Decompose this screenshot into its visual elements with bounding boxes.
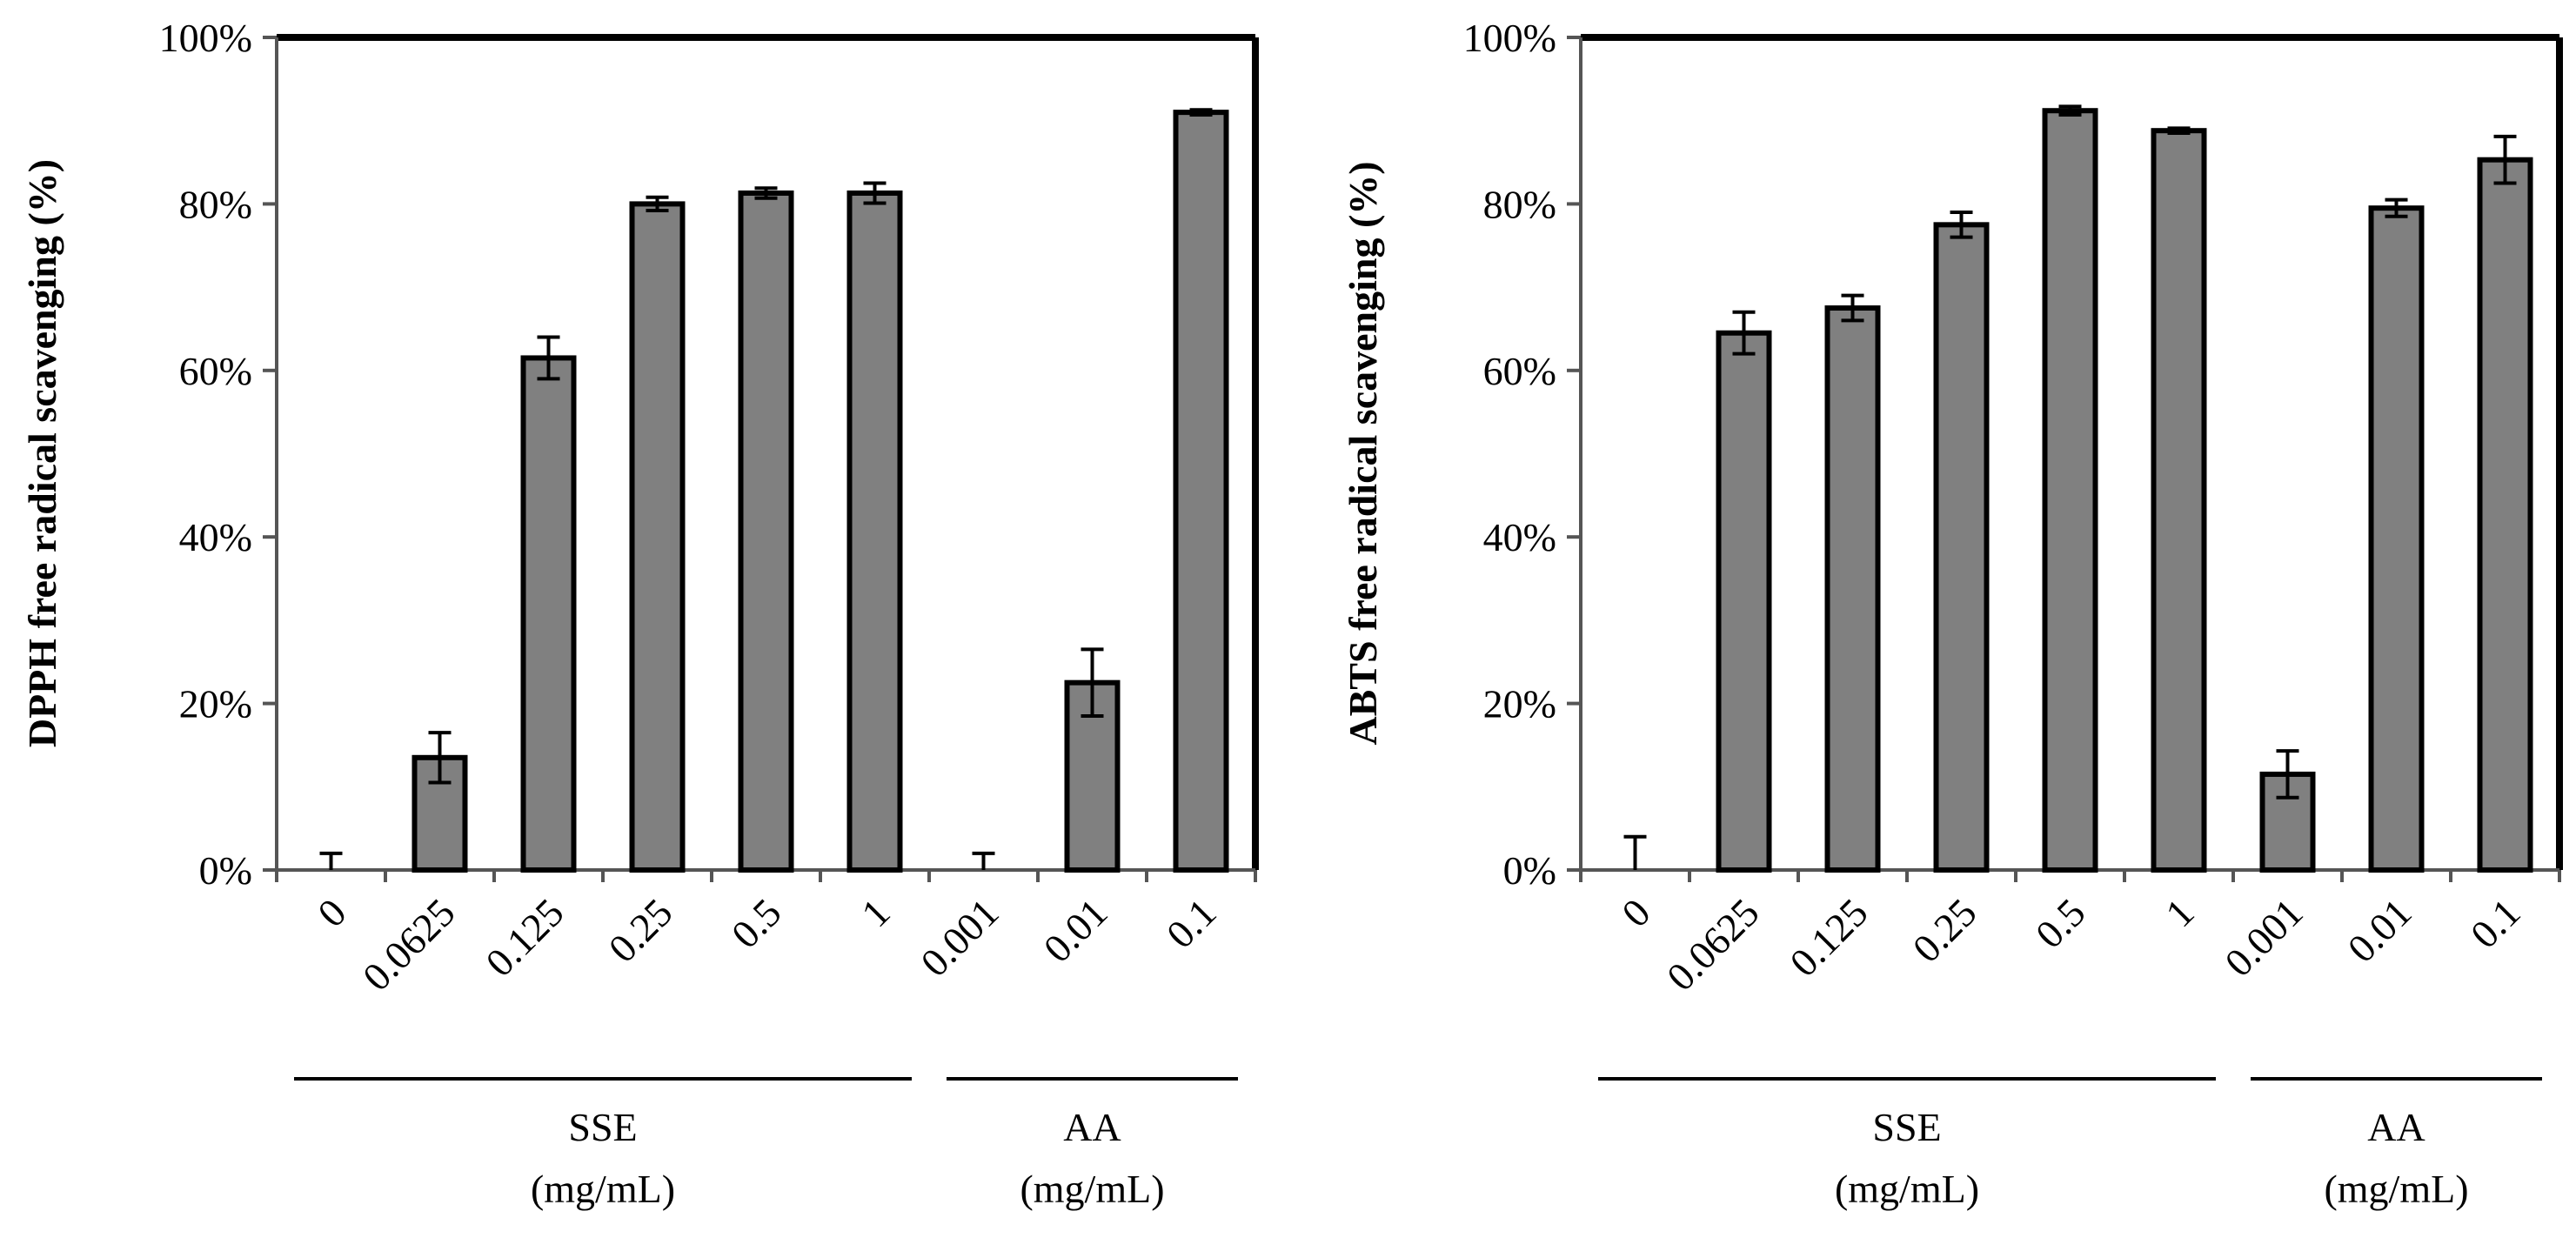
y-tick-label: 60% [179,349,252,393]
dpph-bar-0.5 [738,190,794,873]
abts-bar-0.01 [2368,205,2425,873]
y-tick-label: 20% [1483,682,1556,726]
x-tick-label: 1 [2157,890,2202,935]
dpph-bar-0.1 [1173,110,1229,873]
y-tick-label: 40% [1483,515,1556,559]
y-tick-label: 20% [179,682,252,726]
y-tick-label: 80% [1483,182,1556,226]
group-unit-sse: (mg/mL) [531,1167,675,1211]
x-tick-label: 0.0625 [354,890,464,1000]
abts-bar-1 [2151,128,2207,873]
x-tick-label: 1 [853,890,898,935]
group-unit-aa: (mg/mL) [1020,1167,1164,1211]
group-label-aa: AA [2367,1105,2425,1149]
group-label-aa: AA [1063,1105,1121,1149]
y-tick-label: 100% [1463,16,1556,60]
x-tick-label: 0.1 [2462,890,2529,957]
y-tick-label: 40% [179,515,252,559]
dpph-chart-panel: 0% 20% 40% 60% 80% 100% DPPH free radical scav… [20,16,1259,1211]
y-tick-label: 80% [179,182,252,226]
abts-chart-panel: 0% 20% 40% 60% 80% 100% ABTS free radical scav… [1341,16,2563,1211]
x-tick-label: 0 [1613,890,1658,935]
x-tick-label: 0.01 [2339,890,2420,971]
dpph-bar-0.125 [520,355,577,873]
abts-bar-0.0625 [1716,330,1772,873]
group-label-sse: SSE [1872,1105,1941,1149]
x-tick-label: 0.125 [477,890,572,985]
y-tick-label: 0% [199,848,252,893]
x-tick-label: 0.0625 [1658,890,1768,1000]
y-tick-label: 100% [159,16,252,60]
group-unit-sse: (mg/mL) [1835,1167,1979,1211]
y-axis-label: DPPH free radical scavenging (%) [20,159,64,747]
x-tick-label: 0.001 [912,890,1007,985]
y-tick-label: 60% [1483,349,1556,393]
x-tick-label: 0.125 [1781,890,1876,985]
x-tick-label: 0.01 [1035,890,1116,971]
x-tick-label: 0.1 [1158,890,1225,957]
x-tick-label: 0.25 [1904,890,1985,971]
dpph-bar-1 [846,190,903,873]
x-tick-label: 0 [309,890,354,935]
x-tick-label: 0.001 [2216,890,2311,985]
abts-bar-0.125 [1824,305,1881,873]
abts-bar-0.1 [2477,157,2533,873]
y-axis-label: ABTS free radical scavenging (%) [1341,161,1385,745]
abts-bar-0.001 [2259,771,2316,873]
y-tick-label: 0% [1503,848,1556,893]
group-unit-aa: (mg/mL) [2324,1167,2468,1211]
abts-bar-0.5 [2042,108,2098,873]
dpph-bar-0.25 [629,201,686,873]
x-tick-label: 0.25 [600,890,681,971]
x-tick-label: 0.5 [2027,890,2094,957]
group-label-sse: SSE [568,1105,637,1149]
x-tick-label: 0.5 [723,890,790,957]
abts-bar-0.25 [1933,222,1990,873]
